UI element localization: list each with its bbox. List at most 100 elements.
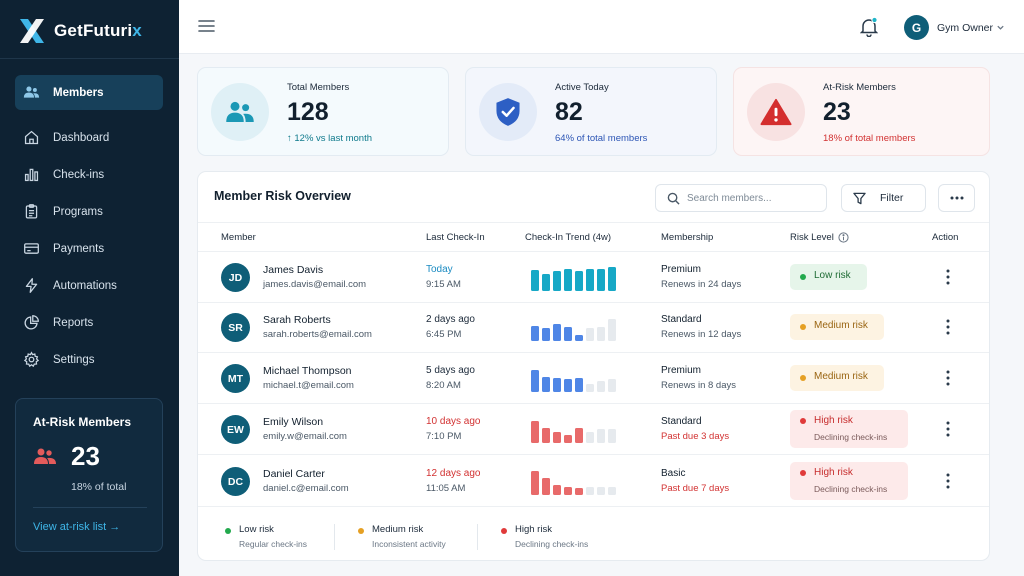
sidebar-item-dashboard[interactable]: Dashboard: [15, 120, 163, 155]
member-email: sarah.roberts@email.com: [263, 329, 372, 340]
kpi-icon-circle: [211, 83, 269, 141]
membership-plan: Premium: [661, 264, 702, 275]
trend-bar: [564, 487, 572, 495]
legend-label: Low risk: [239, 524, 274, 535]
last-check-in-day: 5 days ago: [426, 365, 475, 376]
pie-chart-icon: [24, 315, 39, 330]
membership-renewal: Renews in 8 days: [661, 380, 736, 391]
trend-bar: [575, 428, 583, 443]
sidebar-item-payments[interactable]: Payments: [15, 231, 163, 266]
table-row[interactable]: DC Daniel Carter daniel.c@email.com 12 days…: [198, 456, 989, 507]
trend-bar: [542, 478, 550, 495]
last-check-in-time: 7:10 PM: [426, 431, 462, 442]
table-row[interactable]: EW Emily Wilson emily.w@email.com 10 days a…: [198, 404, 989, 455]
row-actions-icon[interactable]: [943, 472, 953, 490]
kpi-active-today: Active Today 82 64% of total members: [465, 67, 717, 156]
at-risk-summary-card: At-Risk Members 23 18% of total View at-…: [15, 398, 163, 552]
table-header: Member Last Check-In Check-In Trend (4w)…: [198, 222, 989, 252]
risk-badge: Medium risk: [790, 314, 884, 340]
users-icon: [226, 101, 254, 122]
trend-bar: [608, 319, 616, 341]
member-name[interactable]: Daniel Carter: [263, 468, 325, 480]
hamburger-menu-icon[interactable]: [198, 19, 215, 33]
gear-icon: [23, 351, 40, 368]
table-row[interactable]: JD James Davis james.davis@email.com Today 9…: [198, 252, 989, 303]
membership-renewal: Renews in 12 days: [661, 329, 742, 340]
table-row[interactable]: MT Michael Thompson michael.t@email.com 5 d…: [198, 353, 989, 404]
sidebar-item-check-ins[interactable]: Check-ins: [15, 157, 163, 192]
chevron-down-icon[interactable]: [996, 23, 1005, 32]
membership-renewal: Renews in 24 days: [661, 279, 742, 290]
bell-icon[interactable]: [860, 17, 878, 37]
sidebar-item-settings[interactable]: Settings: [15, 342, 163, 377]
sidebar-item-programs[interactable]: Programs: [15, 194, 163, 229]
panel-title: Member Risk Overview: [214, 189, 351, 203]
trend-bar: [597, 487, 605, 495]
kpi-value: 23: [823, 98, 851, 126]
sidebar-item-label: Programs: [53, 205, 103, 218]
trend-bar: [564, 435, 572, 443]
trend-bar: [608, 487, 616, 495]
filter-icon: [853, 192, 866, 204]
legend-divider: [477, 524, 478, 550]
user-name[interactable]: Gym Owner: [937, 22, 994, 34]
row-actions-icon[interactable]: [943, 420, 953, 438]
search-input[interactable]: [687, 191, 821, 206]
kpi-at-risk-members: At-Risk Members 23 18% of total members: [733, 67, 990, 156]
brand-name: GetFuturix: [54, 21, 142, 40]
column-header-trend[interactable]: Check-In Trend (4w): [525, 232, 612, 243]
last-check-in-time: 8:20 AM: [426, 380, 461, 391]
check-in-trend-chart: [531, 364, 621, 392]
at-risk-card-count: 23: [71, 441, 100, 471]
column-header-risk-level[interactable]: Risk Level: [790, 232, 834, 243]
trend-bar: [597, 429, 605, 443]
member-avatar: JD: [221, 263, 250, 292]
trend-bar: [608, 429, 616, 443]
kpi-icon-circle: [479, 83, 537, 141]
table-row[interactable]: SR Sarah Roberts sarah.roberts@email.com 2 …: [198, 302, 989, 353]
member-risk-panel: Member Risk Overview Filter Member Last …: [197, 171, 990, 561]
column-header-membership[interactable]: Membership: [661, 232, 714, 243]
legend-label: High risk: [515, 524, 552, 535]
view-at-risk-link[interactable]: View at-risk list →: [33, 521, 121, 533]
user-avatar[interactable]: G: [904, 15, 929, 40]
row-actions-icon[interactable]: [943, 268, 953, 286]
info-icon[interactable]: [838, 232, 849, 243]
member-name[interactable]: Michael Thompson: [263, 365, 352, 377]
member-name[interactable]: Sarah Roberts: [263, 314, 331, 326]
trend-bar: [586, 269, 594, 291]
kpi-title: Active Today: [555, 82, 609, 93]
member-name[interactable]: Emily Wilson: [263, 416, 324, 428]
column-header-last-check-in[interactable]: Last Check-In: [426, 232, 485, 243]
legend-subtext: Inconsistent activity: [372, 539, 446, 549]
row-actions-icon[interactable]: [943, 318, 953, 336]
sidebar-item-automations[interactable]: Automations: [15, 268, 163, 303]
trend-bar: [531, 326, 539, 341]
filter-button[interactable]: Filter: [841, 184, 926, 212]
risk-badge-label: High risk: [814, 467, 853, 478]
users-icon: [23, 86, 40, 98]
clipboard-icon: [25, 204, 38, 219]
trend-bar: [575, 488, 583, 495]
trend-bar: [608, 379, 616, 392]
sidebar-item-reports[interactable]: Reports: [15, 305, 163, 340]
kpi-title: At-Risk Members: [823, 82, 896, 93]
more-options-button[interactable]: [938, 184, 975, 212]
trend-bar: [586, 328, 594, 341]
trend-bar: [531, 471, 539, 495]
member-name[interactable]: James Davis: [263, 264, 324, 276]
trend-bar: [586, 487, 594, 495]
member-avatar: MT: [221, 364, 250, 393]
kpi-subtext: 64% of total members: [555, 133, 648, 144]
legend-dot: [225, 528, 231, 534]
sidebar-item-members[interactable]: Members: [15, 75, 163, 110]
trend-bar: [553, 378, 561, 392]
trend-bar: [575, 378, 583, 392]
brand-logo[interactable]: GetFuturix: [18, 17, 142, 45]
trend-bar: [542, 274, 550, 291]
search-box[interactable]: [655, 184, 827, 212]
legend-dot: [501, 528, 507, 534]
row-actions-icon[interactable]: [943, 369, 953, 387]
column-header-member[interactable]: Member: [221, 232, 256, 243]
sidebar-divider: [0, 58, 179, 59]
